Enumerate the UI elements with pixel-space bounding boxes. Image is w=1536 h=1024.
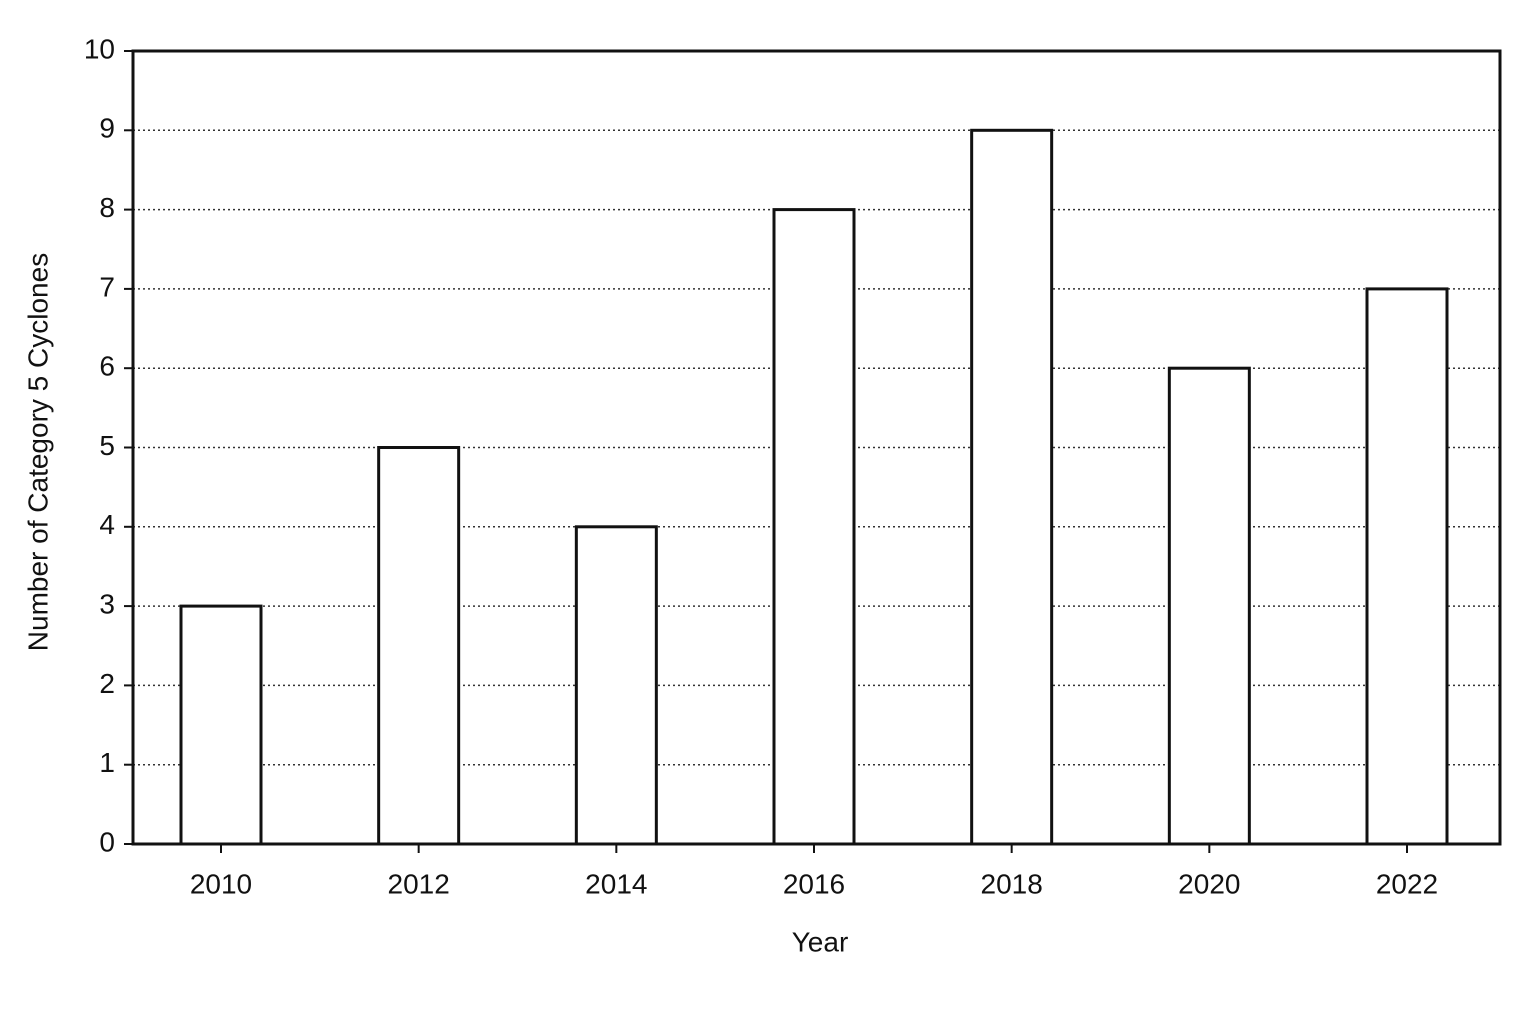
y-tick-label: 6: [99, 351, 115, 382]
bar: [179, 604, 263, 846]
y-tick-label: 2: [99, 668, 115, 699]
y-tick-label: 4: [99, 509, 115, 540]
x-tick-label: 2022: [1376, 868, 1438, 899]
y-tick-label: 7: [99, 271, 115, 302]
y-tick-label: 3: [99, 588, 115, 619]
bar: [970, 128, 1054, 846]
y-tick-label: 10: [84, 33, 115, 64]
bar: [1365, 287, 1449, 846]
x-tick-label: 2012: [388, 868, 450, 899]
y-tick-label: 1: [99, 747, 115, 778]
y-axis-label: Number of Category 5 Cyclones: [22, 253, 53, 651]
x-tick-label: 2016: [783, 868, 845, 899]
x-tick-label: 2018: [981, 868, 1043, 899]
bar: [1167, 366, 1251, 846]
bar: [574, 525, 658, 846]
y-tick-label: 8: [99, 192, 115, 223]
x-tick-label: 2020: [1178, 868, 1240, 899]
y-tick-label: 0: [99, 826, 115, 857]
bar: [772, 208, 856, 846]
x-tick-label: 2010: [190, 868, 252, 899]
y-tick-label: 9: [99, 113, 115, 144]
x-axis-label: Year: [792, 926, 849, 957]
plot-frame: [131, 49, 1502, 846]
y-tick-label: 5: [99, 430, 115, 461]
x-tick-label: 2014: [585, 868, 647, 899]
bar: [377, 446, 461, 846]
